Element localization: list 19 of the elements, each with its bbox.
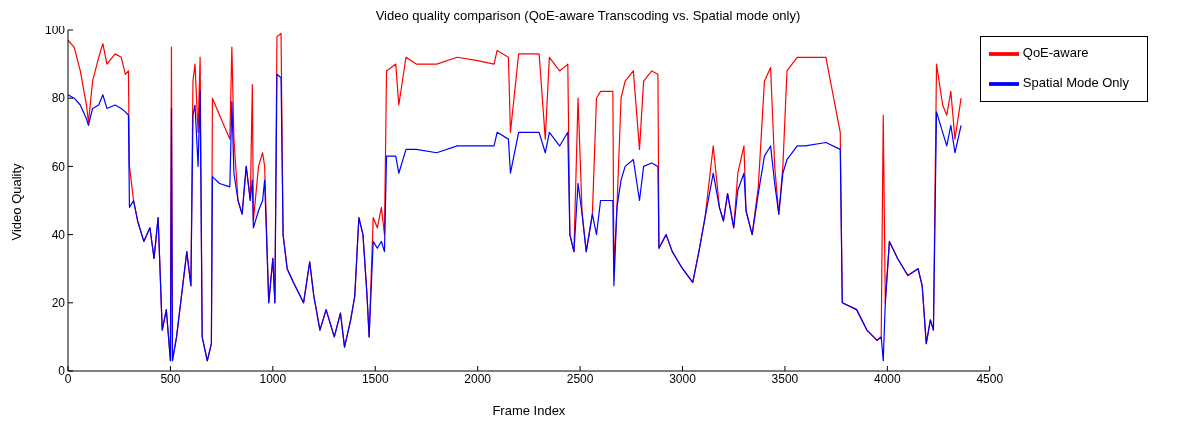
y-tick-label: 60 (51, 159, 66, 174)
x-tick-label: 2000 (464, 371, 492, 386)
y-axis-title: Video Quality (8, 162, 24, 241)
x-tick-label: 4500 (976, 371, 1004, 386)
y-tick-label: 80 (51, 91, 66, 106)
y-tick-label: 20 (51, 296, 66, 311)
x-tick-label: 2500 (566, 371, 594, 386)
x-tick-label: 4000 (874, 371, 902, 386)
x-tick-label: 1500 (361, 371, 389, 386)
y-tick-label: 40 (51, 227, 66, 242)
x-tick-label: 3000 (669, 371, 697, 386)
legend-label: QoE-aware (1022, 45, 1089, 61)
legend-label: Spatial Mode Only (1022, 75, 1129, 91)
x-tick-label: 1000 (259, 371, 287, 386)
x-tick-label: 3500 (771, 371, 799, 386)
x-tick-label: 500 (160, 371, 181, 386)
x-axis-title: Frame Index (492, 403, 566, 418)
chart-title: Video quality comparison (QoE-aware Transcoding vs. Spatial mode only) (375, 8, 801, 23)
y-tick-label: 100 (44, 23, 66, 38)
